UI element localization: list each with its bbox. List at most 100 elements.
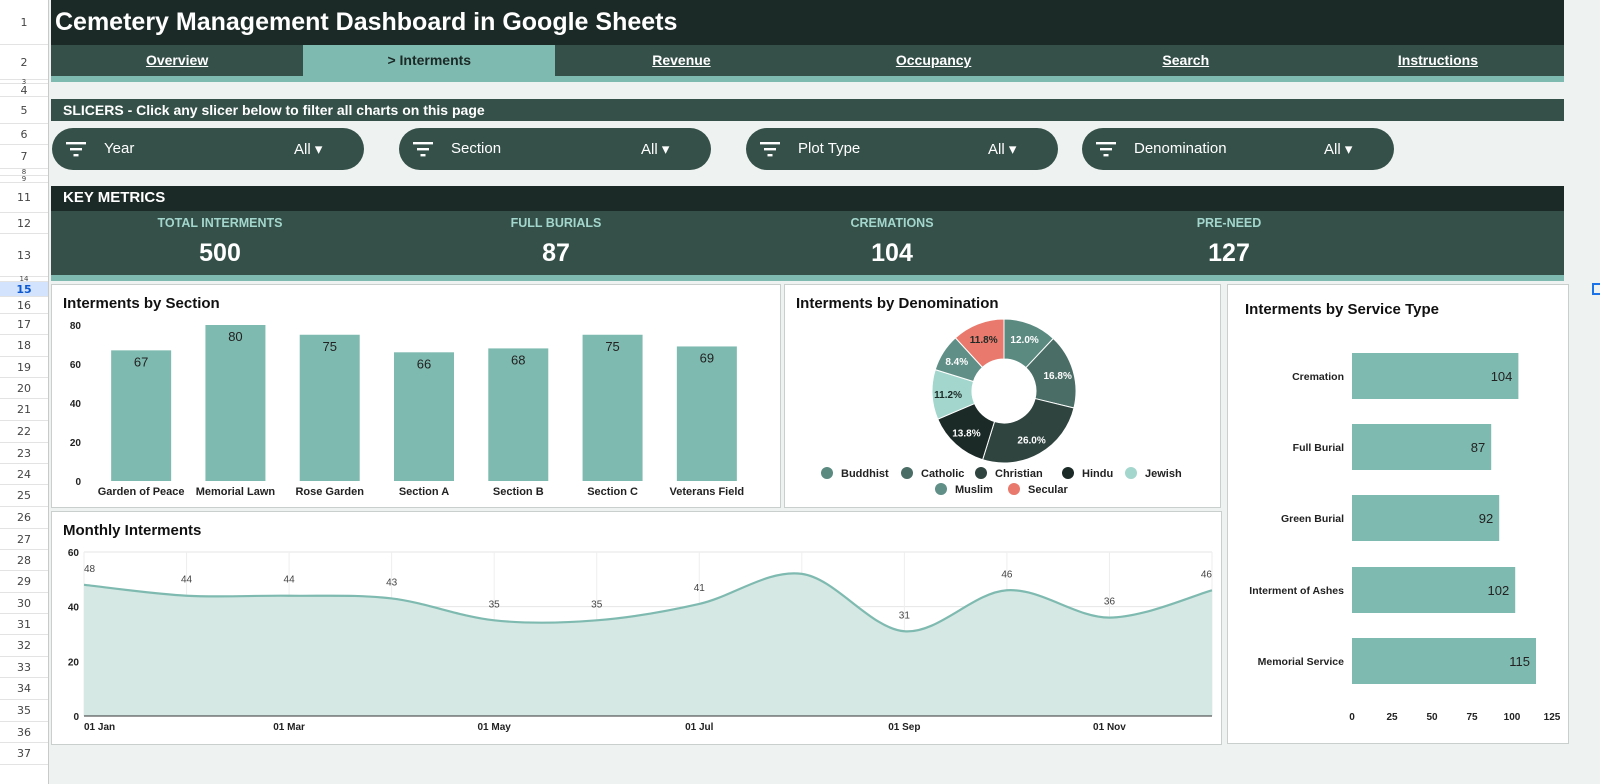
legend-marker [901, 467, 913, 479]
pie-slice [934, 337, 984, 383]
row-number[interactable]: 25 [0, 485, 48, 507]
bar [1352, 353, 1519, 399]
row-number[interactable]: 36 [0, 722, 48, 743]
title-bar: Cemetery Management Dashboard in Google … [51, 0, 1564, 45]
legend-marker [975, 467, 987, 479]
data-label: 46 [1201, 569, 1213, 580]
tab-occupancy[interactable]: Occupancy [895, 52, 972, 68]
row-number[interactable]: 30 [0, 593, 48, 614]
slicer-value[interactable]: All ▾ [294, 141, 323, 158]
add-comment-icon[interactable] [1592, 283, 1600, 295]
chart-title: Interments by Denomination [796, 295, 999, 312]
slicer-name: Year [104, 140, 135, 157]
row-number[interactable]: 2 [0, 45, 48, 80]
data-label: 67 [134, 354, 148, 369]
legend-label: Christian [995, 468, 1043, 480]
row-number[interactable]: 20 [0, 378, 48, 399]
bar [299, 334, 360, 481]
chart-monthly-interments[interactable]: Monthly Interments 0 20 40 60 48 44 44 43 35 35 41… [51, 511, 1222, 745]
row-number[interactable]: 24 [0, 464, 48, 485]
legend-marker [935, 483, 947, 495]
tab-instructions[interactable]: Instructions [1397, 52, 1478, 68]
row-number[interactable]: 3 [0, 79, 48, 86]
slicer-name: Section [451, 140, 502, 157]
data-label: 102 [1487, 583, 1509, 598]
y-tick-label: 0 [73, 712, 79, 723]
row-number[interactable]: 12 [0, 213, 48, 234]
x-tick-label: 01 Sep [888, 722, 920, 733]
row-number[interactable]: 19 [0, 357, 48, 378]
slicer-plot-type[interactable]: Plot Type All ▾ [746, 128, 1058, 170]
metric-label: CREMATIONS [850, 216, 934, 230]
bar [111, 350, 172, 481]
bar [1352, 638, 1536, 684]
row-number[interactable]: 26 [0, 507, 48, 529]
data-label: 48 [84, 564, 96, 575]
row-number[interactable]: 11 [0, 183, 48, 213]
row-number[interactable]: 5 [0, 97, 48, 124]
bar [1352, 495, 1500, 541]
slicer-name: Denomination [1134, 140, 1227, 157]
bar [582, 334, 643, 481]
row-number[interactable]: 6 [0, 124, 48, 145]
row-number[interactable]: 28 [0, 550, 48, 571]
row-number[interactable]: 34 [0, 678, 48, 700]
bar [676, 346, 737, 481]
tab-revenue[interactable]: Revenue [652, 52, 711, 68]
slicer-value[interactable]: All ▾ [641, 141, 670, 158]
data-label: 92 [1479, 511, 1493, 526]
data-label: 87 [1471, 440, 1485, 455]
data-label: 35 [591, 599, 603, 610]
row-number[interactable]: 31 [0, 614, 48, 635]
row-number[interactable]: 33 [0, 657, 48, 678]
data-label: 75 [322, 339, 336, 354]
chart-interments-by-service-type[interactable]: Interments by Service Type 104 Cremation 8… [1227, 284, 1569, 744]
row-number[interactable]: 9 [0, 176, 48, 183]
slicer-year[interactable]: Year All ▾ [52, 128, 364, 170]
chart-interments-by-denomination[interactable]: Interments by Denomination 11.8% 12.0% 16.… [784, 284, 1221, 508]
slice-label: 26.0% [1017, 436, 1045, 447]
tab-overview[interactable]: Overview [145, 52, 209, 68]
row-number[interactable]: 27 [0, 529, 48, 550]
row-number[interactable]: 35 [0, 700, 48, 722]
row-number[interactable]: 23 [0, 443, 48, 464]
row-number[interactable]: 21 [0, 399, 48, 421]
row-number[interactable]: 4 [0, 84, 48, 97]
row-number[interactable]: 22 [0, 421, 48, 443]
metric-label: PRE-NEED [1196, 216, 1262, 230]
metric-value: 104 [871, 239, 913, 267]
slicer-denomination[interactable]: Denomination All ▾ [1082, 128, 1394, 170]
data-label: 75 [605, 339, 619, 354]
slice-label: 13.8% [952, 429, 980, 440]
filter-icon [1096, 142, 1116, 157]
slicer-section[interactable]: Section All ▾ [399, 128, 711, 170]
row-number[interactable]: 37 [0, 743, 48, 765]
x-tick-label: Garden of Peace [98, 486, 185, 498]
tab-search[interactable]: Search [1162, 52, 1210, 68]
row-number[interactable]: 1 [0, 0, 48, 45]
row-number[interactable]: 15 [0, 282, 48, 297]
legend-label: Hindu [1082, 468, 1113, 480]
row-number[interactable]: 14 [0, 276, 48, 283]
legend-marker [1125, 467, 1137, 479]
row-number[interactable]: 8 [0, 169, 48, 176]
y-tick-label: 40 [70, 399, 82, 410]
y-tick-label: 40 [68, 603, 80, 614]
tab-interments[interactable]: > Interments [303, 45, 556, 76]
chart-title: Interments by Service Type [1245, 301, 1439, 318]
data-label: 69 [700, 350, 714, 365]
filter-icon [760, 142, 780, 157]
row-number[interactable]: 16 [0, 297, 48, 314]
chart-interments-by-section[interactable]: Interments by Section 0 20 40 60 80 67 Garden … [51, 284, 781, 508]
slicer-value[interactable]: All ▾ [1324, 141, 1353, 158]
slice-label: 11.8% [970, 335, 998, 346]
slicer-value[interactable]: All ▾ [988, 141, 1017, 158]
row-number[interactable]: 32 [0, 635, 48, 657]
row-number[interactable]: 17 [0, 314, 48, 335]
row-number[interactable]: 7 [0, 145, 48, 169]
bar [394, 352, 454, 481]
data-label: 104 [1491, 369, 1513, 384]
row-number[interactable]: 13 [0, 234, 48, 277]
row-number[interactable]: 18 [0, 335, 48, 357]
row-number[interactable]: 29 [0, 571, 48, 593]
